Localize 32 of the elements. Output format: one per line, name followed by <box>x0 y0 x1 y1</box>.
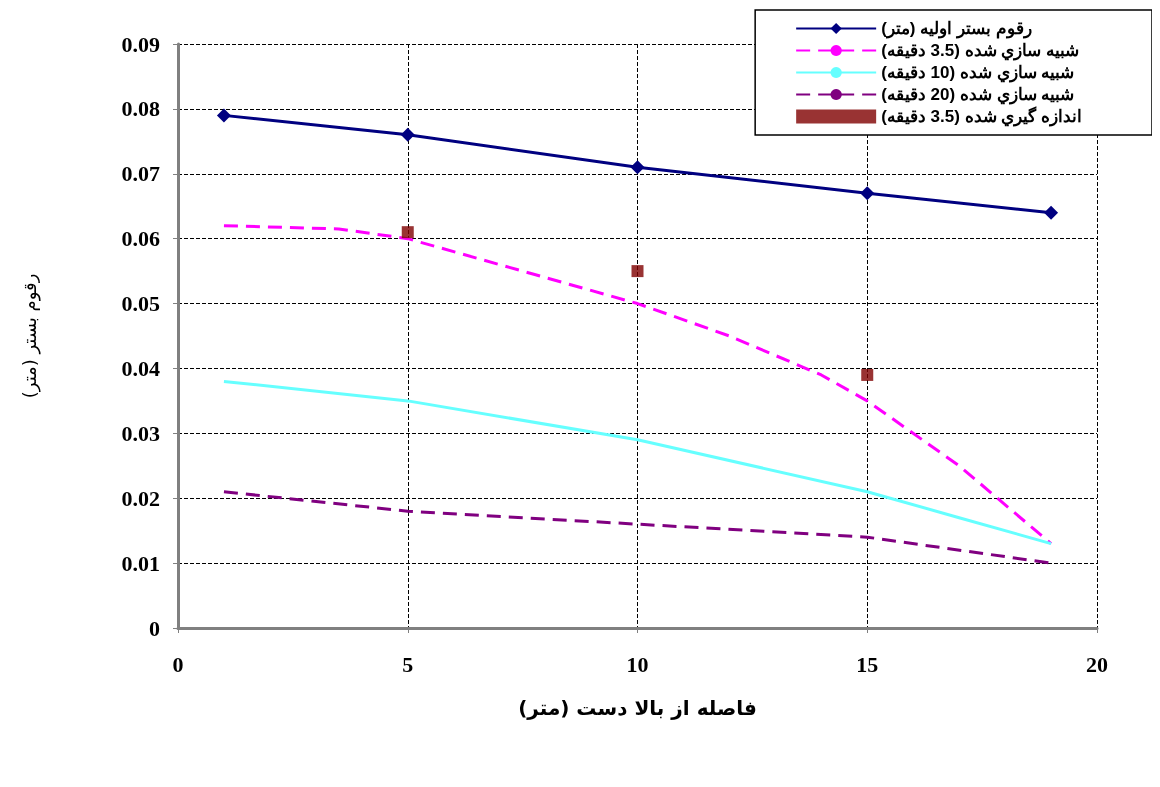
y-axis-title: رقوم بستر (متر) <box>18 273 41 399</box>
y-tick-label: 0.05 <box>121 291 160 317</box>
point <box>630 160 645 175</box>
y-tick-label: 0.09 <box>121 31 160 57</box>
point <box>401 226 414 239</box>
legend-label: اندازه گيري شده (3.5 دقيقه) <box>881 106 1083 127</box>
y-tick-label: 0.02 <box>121 485 160 511</box>
y-tick-label: 0.07 <box>121 161 160 187</box>
x-tick-label: 5 <box>402 651 414 677</box>
x-axis-title: فاصله از بالا دست (متر) <box>518 696 757 720</box>
y-tick-label: 0 <box>149 615 160 641</box>
legend-label: شبيه سازي شده (10 دقيقه) <box>881 63 1075 83</box>
x-tick-label: 20 <box>1086 651 1108 677</box>
line-series <box>222 379 1053 546</box>
point <box>1044 205 1059 220</box>
point <box>860 186 875 201</box>
legend-label: شبيه سازي شده (20 دقيقه) <box>881 85 1075 105</box>
y-tick-label: 0.04 <box>121 355 160 381</box>
legend-label: شبيه سازي شده (3.5 دقيقه) <box>881 41 1080 61</box>
point <box>631 265 644 278</box>
x-tick-label: 15 <box>856 651 879 677</box>
y-tick-label: 0.06 <box>121 226 160 252</box>
line-series <box>222 224 1053 546</box>
point <box>861 368 874 381</box>
point <box>400 127 415 142</box>
y-tick-label: 0.03 <box>121 420 160 446</box>
y-tick-label: 0.08 <box>121 96 160 122</box>
y-tick-label: 0.01 <box>121 550 160 576</box>
x-tick-label: 0 <box>172 651 184 677</box>
point <box>216 108 231 123</box>
legend-label: رقوم بستر اوليه (متر) <box>881 19 1032 39</box>
x-tick-label: 10 <box>626 651 649 677</box>
